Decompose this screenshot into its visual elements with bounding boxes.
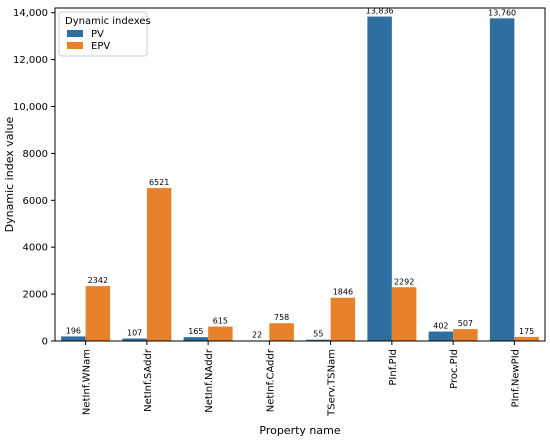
x-tick-label: NetInf.WNam bbox=[82, 349, 93, 415]
bar-epv bbox=[269, 323, 294, 341]
bar-value-label: 107 bbox=[127, 328, 142, 337]
x-tick-label: TServ.TSNam bbox=[327, 349, 338, 417]
bar-value-label: 402 bbox=[433, 322, 448, 331]
bar-pv bbox=[489, 18, 515, 342]
bar-pv bbox=[428, 331, 454, 341]
y-tick-label: 8000 bbox=[23, 149, 48, 160]
bar-value-label: 175 bbox=[519, 327, 534, 336]
plot-frame bbox=[54, 7, 546, 342]
bar-pv bbox=[122, 338, 147, 341]
y-axis-label: Dynamic index value bbox=[3, 116, 16, 232]
legend-label-pv: PV bbox=[91, 29, 104, 40]
bar-pv bbox=[306, 339, 331, 341]
legend-swatch-pv bbox=[67, 30, 83, 37]
bar-epv bbox=[514, 336, 539, 341]
bar-value-label: 2292 bbox=[394, 277, 414, 286]
bar-value-label: 13,836 bbox=[366, 7, 394, 16]
legend-title: Dynamic indexes bbox=[65, 16, 151, 27]
bar-epv bbox=[85, 286, 111, 341]
y-tick-label: 6000 bbox=[23, 196, 48, 207]
x-axis-label: Property name bbox=[259, 424, 340, 437]
bar-value-label: 1846 bbox=[333, 288, 353, 297]
bar-value-label: 507 bbox=[458, 319, 473, 328]
y-tick-label: 12,000 bbox=[13, 55, 48, 66]
y-tick-label: 0 bbox=[42, 337, 48, 348]
x-tick-label: Proc.PId bbox=[449, 349, 460, 389]
bar-value-label: 196 bbox=[66, 326, 81, 335]
bar-value-label: 6521 bbox=[149, 178, 169, 187]
bar-value-label: 758 bbox=[274, 313, 289, 322]
bar-value-label: 615 bbox=[213, 317, 228, 326]
bar-epv bbox=[391, 287, 417, 341]
bar-epv bbox=[330, 297, 356, 341]
x-axis: NetInf.WNam NetInf.SAddr NetInf.NAddr NetIn… bbox=[82, 341, 521, 417]
y-tick-label: 14,000 bbox=[13, 8, 48, 19]
x-tick-label: NetInf.SAddr bbox=[143, 348, 154, 412]
bar-value-labels: 196 2342 107 6521 165 615 22 758 55 1846 13,836 229… bbox=[66, 7, 535, 340]
bars bbox=[61, 16, 539, 342]
x-tick-label: PInf.PId bbox=[388, 349, 399, 386]
y-tick-label: 4000 bbox=[23, 243, 48, 254]
y-tick-label: 2000 bbox=[23, 290, 48, 301]
bar-epv bbox=[453, 329, 478, 341]
legend-label-epv: EPV bbox=[91, 41, 110, 52]
bar-value-label: 22 bbox=[252, 330, 262, 339]
y-tick-label: 10,000 bbox=[13, 102, 48, 113]
x-tick-label: PInf.NewPId bbox=[510, 349, 521, 407]
bar-value-label: 165 bbox=[188, 327, 203, 336]
bar-pv bbox=[183, 337, 209, 341]
x-tick-label: NetInf.CAddr bbox=[265, 348, 276, 412]
bar-epv bbox=[208, 326, 233, 341]
bar-value-label: 55 bbox=[313, 330, 323, 339]
bar-pv bbox=[367, 16, 392, 341]
y-axis: 0 2000 4000 6000 8000 10,000 12,000 14,000 bbox=[13, 8, 55, 348]
x-tick-label: NetInf.NAddr bbox=[204, 348, 215, 413]
legend-swatch-epv bbox=[67, 42, 83, 49]
bar-epv bbox=[146, 188, 172, 341]
bar-pv bbox=[61, 336, 86, 341]
bar-value-label: 13,760 bbox=[488, 8, 516, 17]
bar-value-label: 2342 bbox=[88, 276, 108, 285]
